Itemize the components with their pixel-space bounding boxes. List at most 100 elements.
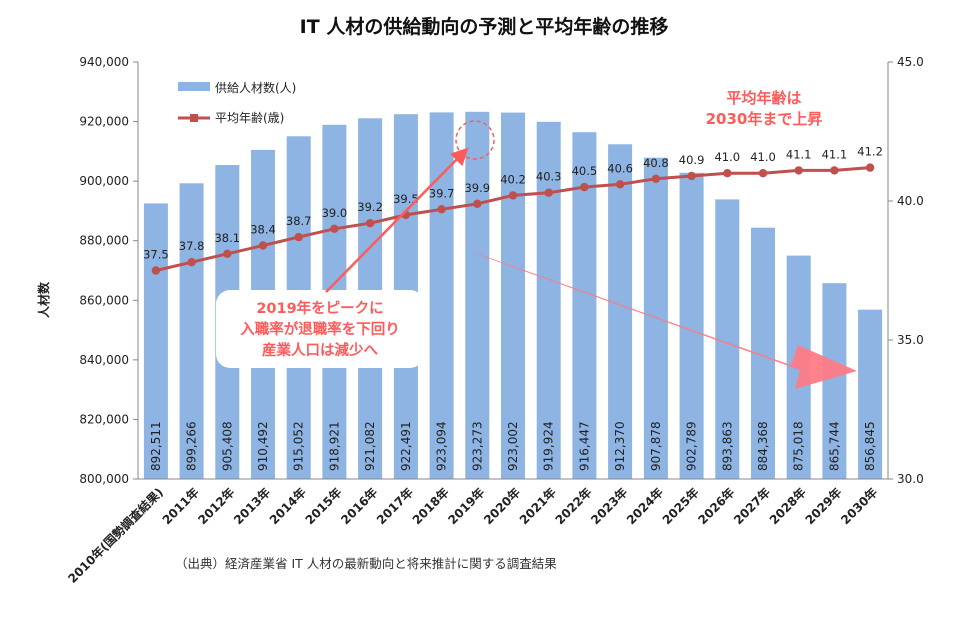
- age-point-11: [544, 188, 553, 197]
- age-value-label-19: 41.1: [822, 147, 848, 161]
- age-value-label-10: 40.2: [500, 172, 526, 186]
- y2-tick-label-3: 45.0: [897, 55, 924, 69]
- y-tick-label-1: 820,000: [79, 412, 129, 426]
- legend-bar-label: 供給人材数(人): [215, 80, 296, 95]
- bar-value-label-15: 902,789: [685, 421, 699, 471]
- age-point-3: [258, 241, 268, 250]
- age-value-label-0: 37.5: [143, 248, 169, 262]
- peak-callout-line-3: 産業人口は減少へ: [262, 341, 378, 359]
- age-point-15: [687, 171, 696, 181]
- peak-callout: 2019年をピークに 入職率が退職率を下回り 産業人口は減少へ: [216, 120, 495, 368]
- y-tick-label-5: 900,000: [79, 174, 129, 188]
- x-tick-label-19: 2029年: [802, 485, 845, 528]
- legend-bar-swatch: [178, 82, 210, 91]
- bar-0: [143, 203, 168, 479]
- y-tick-label-6: 920,000: [79, 115, 129, 129]
- bar-value-label-1: 899,266: [185, 421, 199, 471]
- age-value-label-3: 38.4: [250, 223, 276, 237]
- x-tick-label-18: 2028年: [766, 485, 809, 528]
- age-point-14: [651, 174, 661, 183]
- bar-value-label-3: 910,492: [256, 421, 270, 471]
- bar-value-label-12: 916,447: [577, 421, 591, 471]
- age-point-13: [615, 180, 625, 189]
- age-point-2: [223, 249, 232, 258]
- peak-callout-pointer: [325, 147, 469, 293]
- age-value-label-8: 39.7: [429, 186, 455, 200]
- age-value-label-9: 39.9: [464, 181, 490, 195]
- age-value-label-13: 40.6: [607, 161, 633, 175]
- peak-callout-line-1: 2019年をピークに: [256, 299, 383, 317]
- bar-20: [858, 309, 883, 479]
- x-tick-label-3: 2013年: [230, 485, 273, 528]
- x-tick-label-7: 2017年: [373, 485, 416, 528]
- age-point-20: [865, 163, 875, 172]
- age-value-label-16: 41.0: [714, 150, 740, 164]
- peak-callout-box: [216, 290, 424, 368]
- age-point-6: [365, 219, 375, 228]
- age-value-label-2: 38.1: [214, 231, 240, 245]
- age-note-line-2: 2030年まで上昇: [706, 110, 823, 128]
- y2-tick-label-2: 40.0: [897, 194, 924, 208]
- age-point-18: [794, 166, 803, 175]
- age-value-label-4: 38.7: [286, 214, 312, 228]
- x-tick-label-4: 2014年: [266, 485, 309, 528]
- bar-1: [179, 183, 204, 480]
- bar-value-label-2: 905,408: [220, 421, 234, 471]
- x-tick-label-17: 2027年: [730, 485, 773, 528]
- age-value-label-6: 39.2: [357, 200, 383, 214]
- bar-value-label-4: 915,052: [292, 421, 306, 471]
- age-point-19: [830, 166, 839, 175]
- y-tick-label-0: 800,000: [79, 472, 129, 486]
- x-tick-label-5: 2015年: [302, 485, 345, 528]
- x-tick-label-1: 2011年: [159, 485, 202, 528]
- x-tick-label-8: 2018年: [409, 485, 452, 528]
- age-value-label-20: 41.2: [857, 145, 883, 159]
- bar-14: [643, 157, 668, 479]
- source-note: （出典）経済産業省 IT 人材の最新動向と将来推計に関する調査結果: [175, 556, 557, 571]
- bar-value-label-7: 922,491: [399, 421, 413, 471]
- bar-11: [536, 121, 561, 480]
- bar-19: [822, 283, 847, 479]
- bar-labels-layer: 892,511 899,266 905,408 910,492 915,052 918,9…: [149, 421, 877, 471]
- bar-value-label-16: 893,863: [720, 421, 734, 471]
- x-tick-label-14: 2024年: [623, 485, 666, 528]
- legend: 供給人材数(人) 平均年齢(歳): [178, 80, 296, 125]
- bar-10: [501, 112, 525, 479]
- bar-9: [465, 111, 490, 480]
- y-axis-title: 人材数: [36, 281, 51, 318]
- chart-title: IT 人材の供給動向の予測と平均年齢の推移: [300, 15, 669, 38]
- age-value-label-12: 40.5: [572, 164, 598, 178]
- age-line-layer: 37.5 37.8 38.1 38.4 38.7 39.0 39.2 39.5 39.7 39.9…: [143, 145, 883, 275]
- bar-value-label-8: 923,094: [435, 421, 449, 471]
- decline-trend-arrow: [473, 252, 857, 389]
- peak-highlight-circle: [455, 120, 495, 160]
- x-tick-label-11: 2021年: [516, 485, 559, 528]
- bar-value-label-10: 923,002: [506, 421, 520, 471]
- bar-value-label-0: 892,511: [149, 421, 163, 471]
- x-tick-label-12: 2022年: [552, 485, 595, 528]
- y-tick-label-7: 940,000: [79, 55, 129, 69]
- bar-value-label-9: 923,273: [470, 421, 484, 471]
- age-point-4: [294, 232, 303, 242]
- x-tick-label-15: 2025年: [659, 485, 702, 528]
- x-tick-label-16: 2026年: [695, 485, 738, 528]
- bar-value-label-6: 921,082: [363, 421, 377, 471]
- age-point-0: [151, 266, 161, 275]
- peak-callout-line-2: 入職率が退職率を下回り: [240, 320, 400, 338]
- bar-15: [679, 172, 704, 480]
- x-tick-label-2: 2012年: [195, 485, 238, 528]
- bar-value-label-18: 875,018: [792, 421, 806, 471]
- legend-line-marker: [190, 114, 198, 122]
- age-value-label-5: 39.0: [322, 206, 348, 220]
- y-tick-label-2: 840,000: [79, 353, 129, 367]
- y2-tick-label-0: 30.0: [897, 472, 924, 486]
- age-point-17: [758, 169, 768, 178]
- bar-value-label-19: 865,744: [827, 421, 841, 471]
- age-value-label-1: 37.8: [179, 239, 205, 253]
- age-value-label-11: 40.3: [536, 170, 562, 184]
- x-tick-label-13: 2023年: [588, 485, 631, 528]
- age-point-10: [508, 191, 518, 200]
- x-tick-label-10: 2020年: [480, 485, 523, 528]
- age-point-16: [723, 169, 732, 178]
